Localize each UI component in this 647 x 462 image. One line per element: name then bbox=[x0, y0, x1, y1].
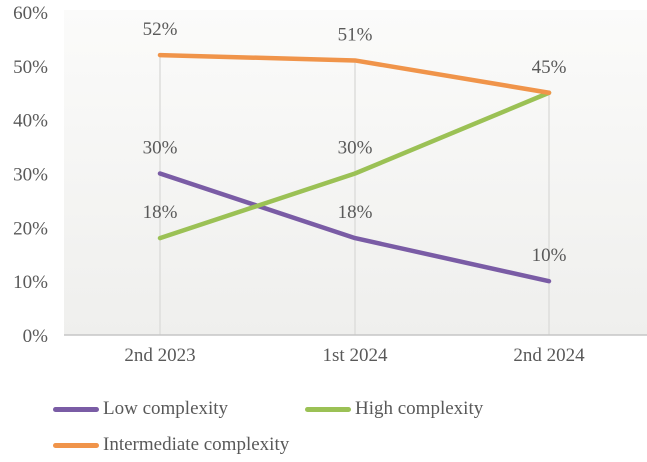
legend-line-marker bbox=[53, 406, 99, 412]
data-label: 10% bbox=[532, 245, 567, 266]
chart-legend: Low complexity High complexity Intermediat… bbox=[53, 398, 647, 456]
y-axis-tick-label: 20% bbox=[13, 218, 48, 239]
data-label: 30% bbox=[143, 138, 178, 159]
series-line-intermediate-complexity bbox=[157, 52, 552, 95]
data-label: 30% bbox=[338, 138, 373, 159]
legend-item-high-complexity: High complexity bbox=[305, 398, 557, 420]
y-axis-tick-label: 30% bbox=[13, 165, 48, 186]
y-axis-tick-label: 0% bbox=[23, 326, 49, 347]
legend-label: Intermediate complexity bbox=[103, 434, 290, 455]
y-axis-tick-label: 10% bbox=[13, 272, 48, 293]
x-axis-category-label: 1st 2024 bbox=[323, 345, 388, 366]
legend-label: High complexity bbox=[355, 398, 484, 419]
y-axis-tick-label: 60% bbox=[13, 3, 48, 24]
legend-item-intermediate-complexity: Intermediate complexity bbox=[53, 434, 305, 456]
data-label: 18% bbox=[338, 202, 373, 223]
data-label: 52% bbox=[143, 19, 178, 40]
series-line-high-complexity bbox=[157, 90, 552, 241]
data-label: 18% bbox=[143, 202, 178, 223]
x-axis-category-label: 2nd 2024 bbox=[513, 345, 585, 366]
chart-svg: 30% 18% 10% 18% 30% 45% 52% 51% 60% 50% 40% 30% 20% 1… bbox=[13, 3, 647, 366]
y-axis-tick-label: 40% bbox=[13, 111, 48, 132]
legend-label: Low complexity bbox=[103, 398, 229, 419]
data-label: 45% bbox=[532, 57, 567, 78]
x-axis-category-label: 2nd 2023 bbox=[124, 345, 195, 366]
series-line-low-complexity bbox=[157, 171, 552, 284]
y-axis-tick-label: 50% bbox=[13, 57, 48, 78]
data-label: 51% bbox=[338, 24, 373, 45]
plot-area: 30% 18% 10% 18% 30% 45% 52% 51% 60% 50% 40% 30% 20% 1… bbox=[13, 3, 647, 366]
legend-line-marker bbox=[305, 406, 351, 412]
legend-line-marker bbox=[53, 442, 99, 448]
legend-item-low-complexity: Low complexity bbox=[53, 398, 305, 420]
